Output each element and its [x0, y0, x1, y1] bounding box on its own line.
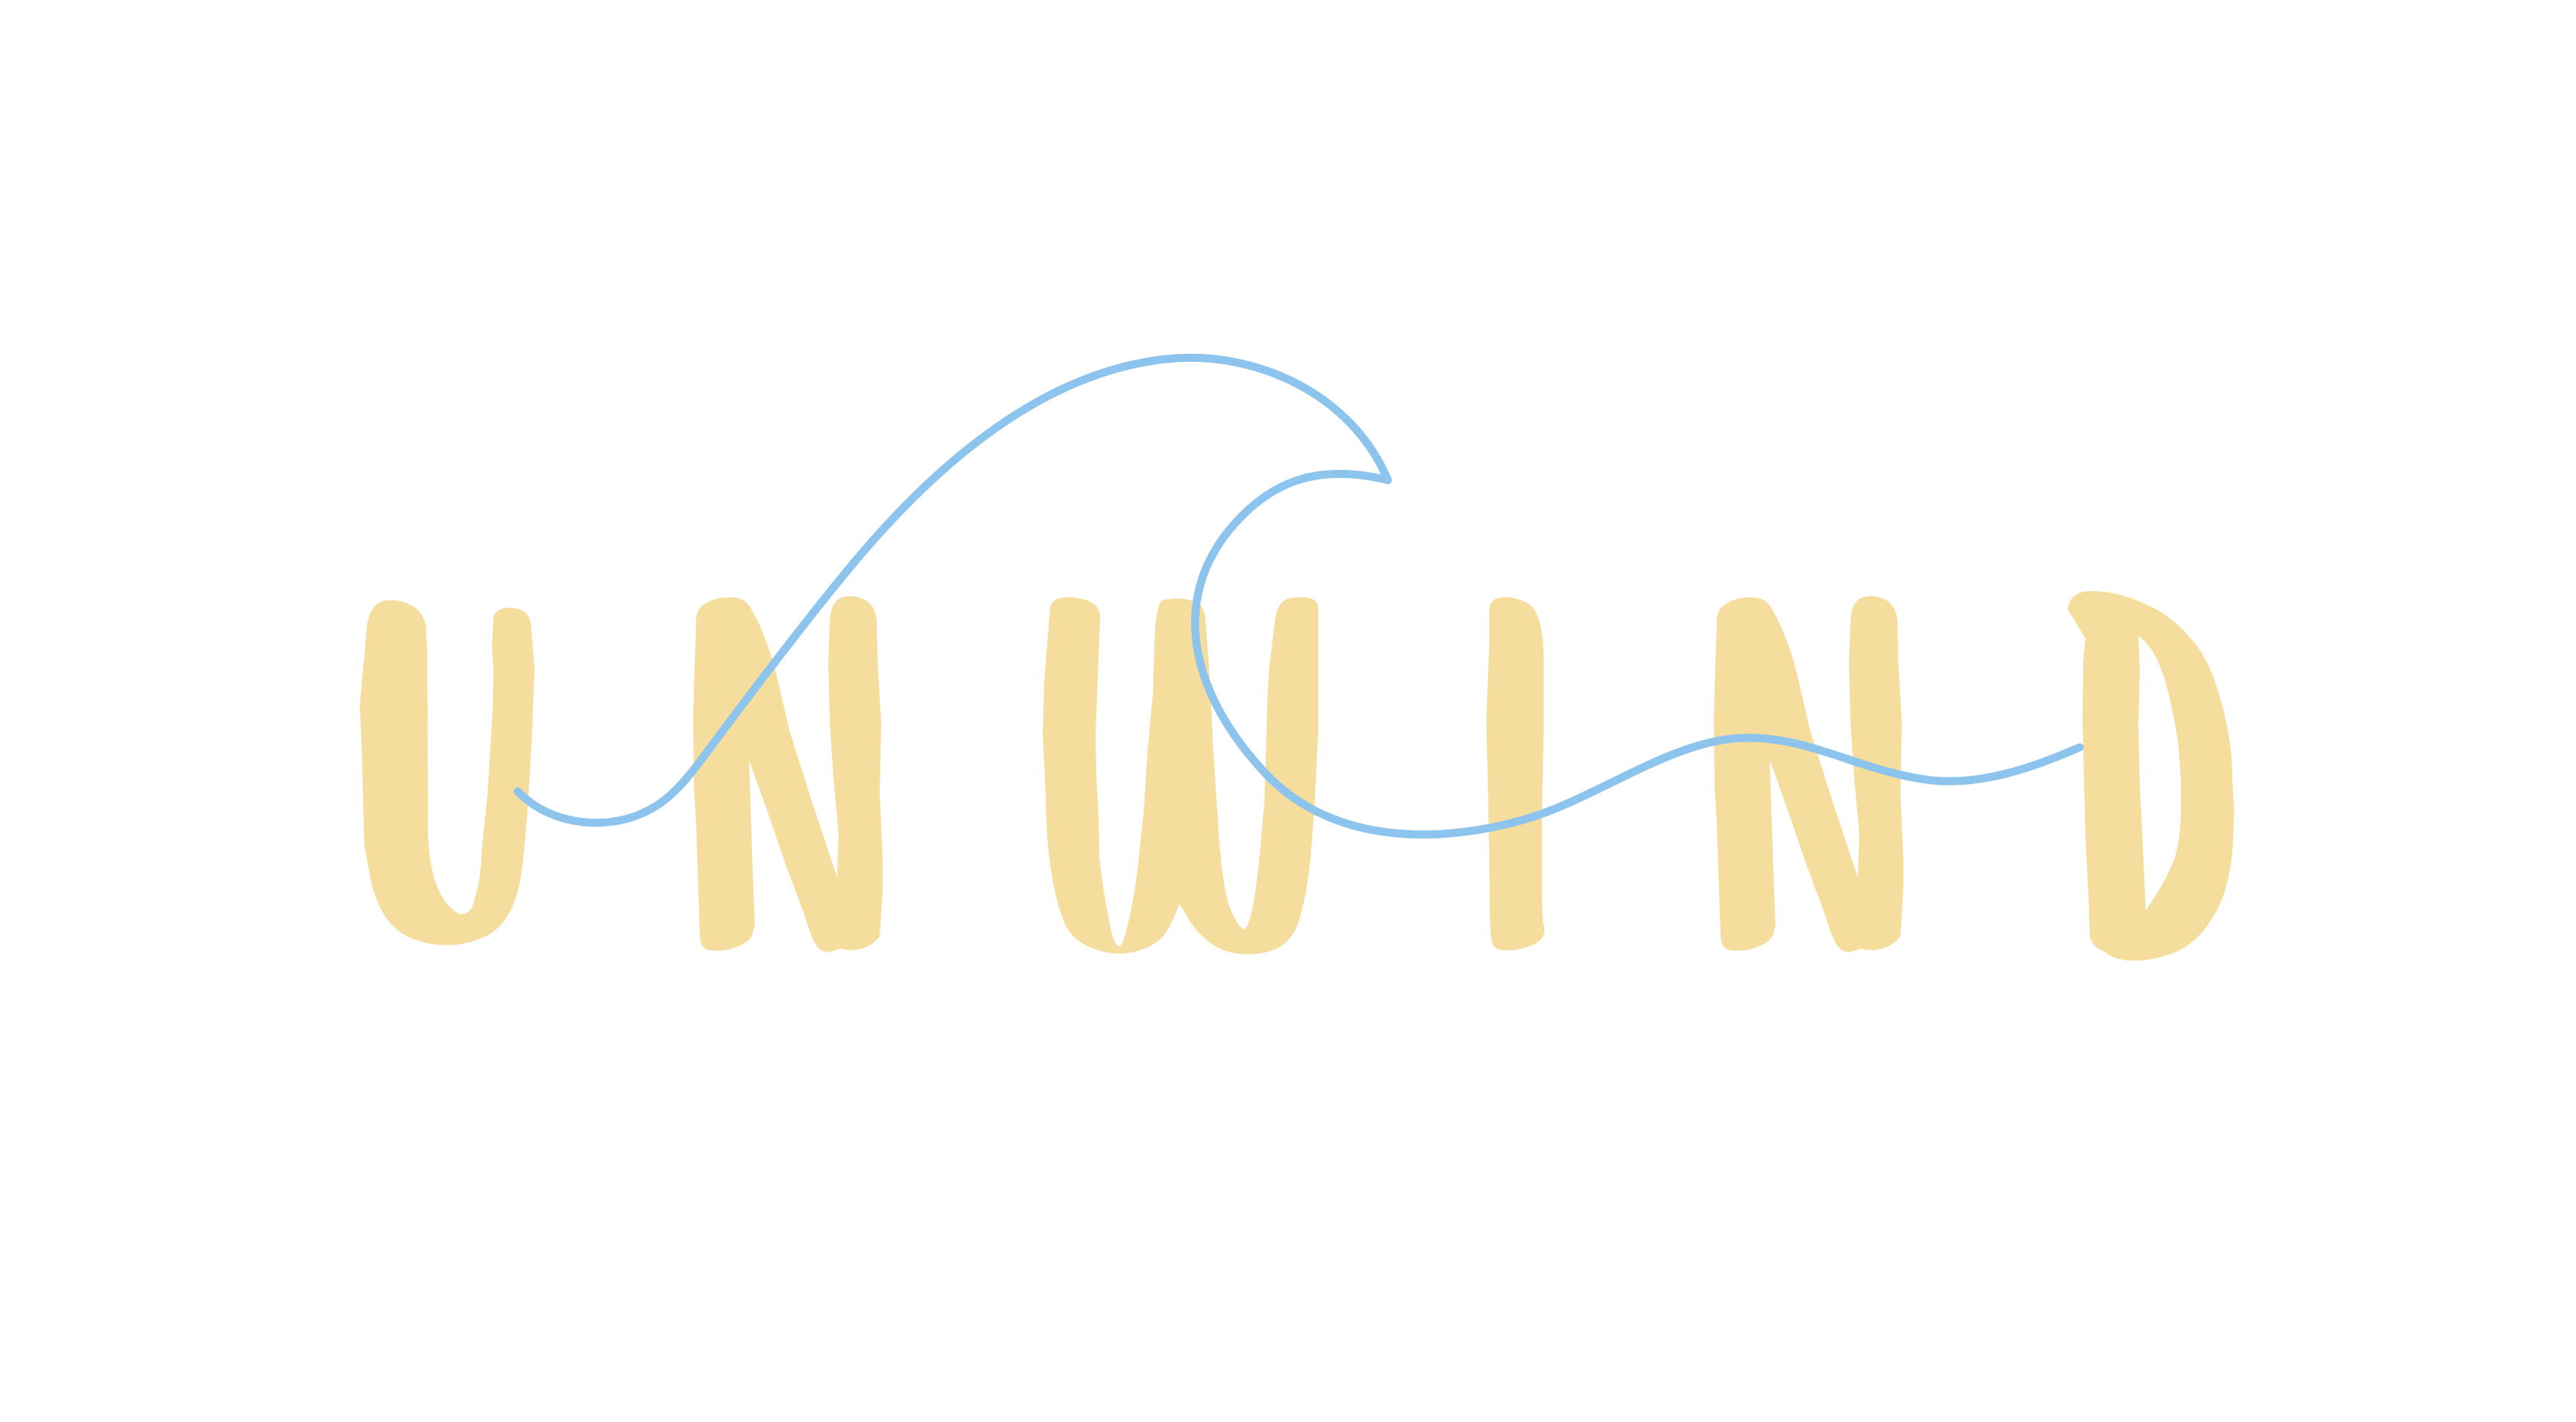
letter-u — [360, 600, 535, 946]
letter-w — [1043, 597, 1318, 954]
letter-i — [1486, 597, 1545, 951]
letter-n-2 — [1714, 596, 1903, 952]
wave-line — [513, 353, 2084, 839]
letter-d — [2068, 591, 2234, 961]
letter-n-1 — [693, 596, 883, 952]
